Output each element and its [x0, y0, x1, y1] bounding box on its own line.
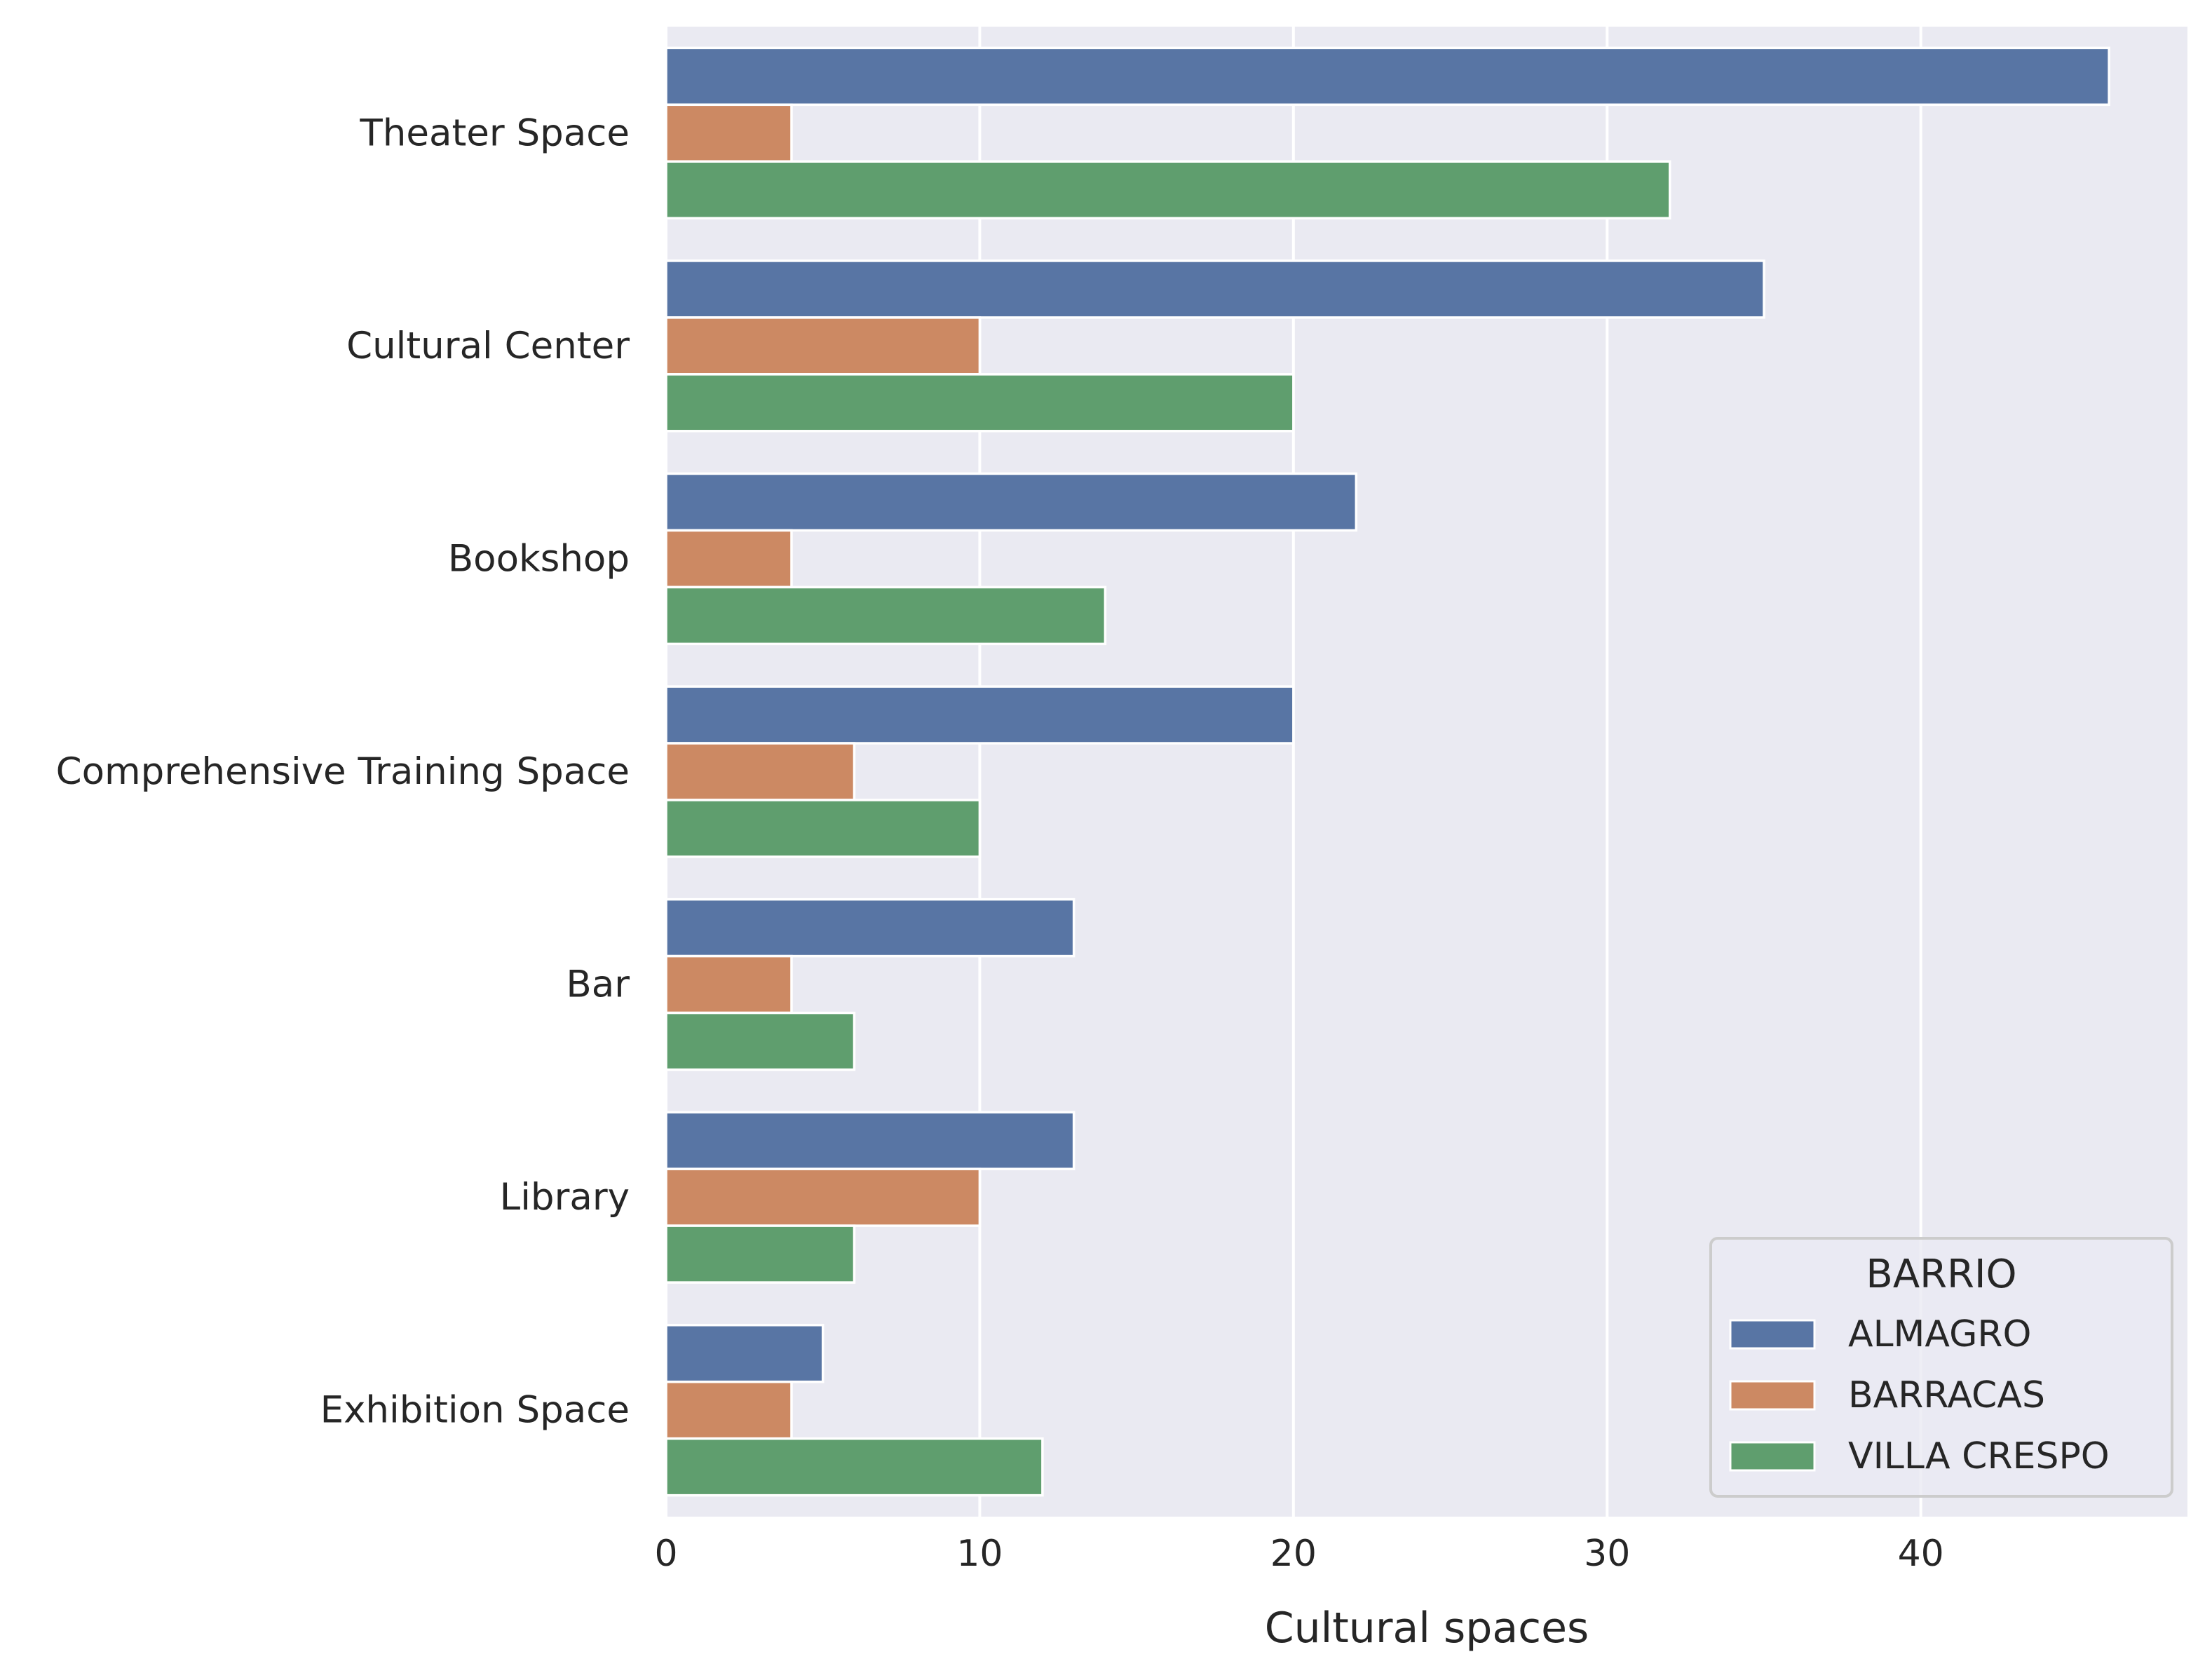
legend-box	[1709, 1237, 2173, 1498]
bar-barracas	[665, 1167, 982, 1227]
x-tick-label: 20	[1270, 1533, 1317, 1575]
legend-swatch	[1729, 1380, 1816, 1411]
bar-barracas	[665, 954, 793, 1015]
bar-villa-crespo	[665, 1437, 1044, 1497]
bar-villa-crespo	[665, 585, 1107, 646]
category-label: Library	[500, 1176, 630, 1219]
x-tick-label: 30	[1584, 1533, 1630, 1575]
legend-label: ALMAGRO	[1848, 1313, 2031, 1355]
bar-almagro	[665, 898, 1076, 958]
bar-almagro	[665, 46, 2110, 107]
legend-swatch	[1729, 1441, 1816, 1472]
bar-almagro	[665, 1111, 1076, 1170]
bar-almagro	[665, 1324, 825, 1383]
legend-label: VILLA CRESPO	[1848, 1435, 2110, 1477]
x-tick-label: 40	[1898, 1533, 1944, 1575]
category-label: Bookshop	[448, 537, 630, 580]
bar-villa-crespo	[665, 1224, 856, 1284]
category-label: Cultural Center	[346, 325, 630, 367]
category-labels: Theater Space Cultural Center Bookshop Comp…	[56, 111, 630, 1431]
legend-label: BARRACAS	[1848, 1374, 2045, 1416]
bar-barracas	[665, 316, 982, 376]
bar-almagro	[665, 259, 1765, 319]
category-label: Theater Space	[359, 111, 630, 154]
category-label: Bar	[566, 963, 630, 1006]
category-label: Comprehensive Training Space	[56, 750, 630, 793]
bar-villa-crespo	[665, 160, 1671, 219]
bars	[665, 46, 2110, 1497]
bar-villa-crespo	[665, 373, 1295, 433]
category-label: Exhibition Space	[320, 1389, 630, 1432]
bar-villa-crespo	[665, 799, 982, 858]
x-tick-labels: 0 10 20 30 40	[654, 1533, 1943, 1575]
bar-barracas	[665, 1380, 793, 1440]
legend-title: BARRIO	[1866, 1252, 2016, 1297]
bar-almagro	[665, 685, 1295, 745]
legend-swatch	[1729, 1319, 1816, 1350]
x-axis-label: Cultural spaces	[1265, 1604, 1589, 1653]
bar-almagro	[665, 472, 1358, 532]
bar-barracas	[665, 742, 856, 801]
bar-barracas	[665, 103, 793, 163]
bar-villa-crespo	[665, 1011, 856, 1071]
legend: BARRIO ALMAGRO BARRACAS VILLA CRESPO	[1709, 1237, 2173, 1498]
x-tick-label: 0	[654, 1533, 677, 1575]
x-tick-label: 10	[956, 1533, 1003, 1575]
bar-barracas	[665, 529, 793, 589]
